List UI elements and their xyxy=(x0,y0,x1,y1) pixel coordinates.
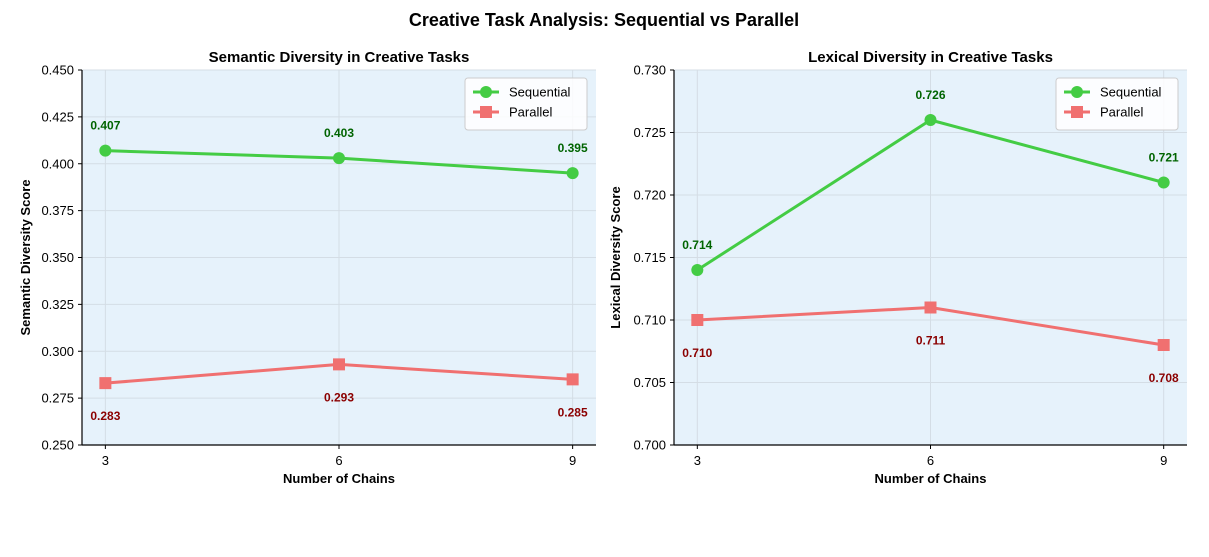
parallel-data-label: 0.293 xyxy=(324,390,354,404)
parallel-data-label: 0.708 xyxy=(1149,371,1179,385)
y-tick-label: 0.720 xyxy=(633,188,666,203)
lexical-diversity-chart: 0.700 0.705 0.710 0.715 0.720 0.725 0.730 3 6 9 Le… xyxy=(608,49,1187,486)
parallel-data-label: 0.285 xyxy=(558,405,588,419)
sequential-point xyxy=(333,152,345,165)
y-tick-label: 0.730 xyxy=(633,63,666,78)
sequential-data-label: 0.714 xyxy=(682,238,712,252)
sequential-data-label: 0.395 xyxy=(558,141,588,155)
parallel-legend-label: Parallel xyxy=(509,105,552,120)
sequential-data-label: 0.407 xyxy=(90,119,120,133)
x-tick-label: 6 xyxy=(335,453,342,468)
y-tick-label: 0.375 xyxy=(41,203,74,218)
parallel-legend-label: Parallel xyxy=(1100,105,1143,120)
y-tick-label: 0.725 xyxy=(633,125,666,140)
sequential-point xyxy=(924,114,937,126)
parallel-data-label: 0.710 xyxy=(682,346,712,360)
y-axis-label: Lexical Diversity Score xyxy=(608,186,623,328)
parallel-point xyxy=(924,301,937,314)
x-axis-label: Number of Chains xyxy=(283,471,395,486)
x-tick-label: 9 xyxy=(1160,453,1167,468)
y-tick-label: 0.715 xyxy=(633,250,666,265)
parallel-point xyxy=(566,373,579,386)
semantic-chart-title: Semantic Diversity in Creative Tasks xyxy=(209,49,470,66)
y-tick-label: 0.710 xyxy=(633,313,666,328)
y-tick-label: 0.300 xyxy=(41,344,74,359)
legend: Sequential Parallel xyxy=(464,77,588,131)
x-tick-label: 6 xyxy=(927,453,934,468)
y-tick-label: 0.350 xyxy=(41,250,74,265)
sequential-legend-marker xyxy=(1071,86,1083,98)
y-tick-label: 0.325 xyxy=(41,297,74,312)
sequential-point xyxy=(691,264,704,276)
sequential-data-label: 0.721 xyxy=(1149,151,1179,165)
y-tick-label: 0.425 xyxy=(41,109,74,124)
parallel-data-label: 0.711 xyxy=(916,334,946,348)
parallel-point xyxy=(99,377,112,390)
x-tick-label: 9 xyxy=(569,453,576,468)
sequential-data-label: 0.726 xyxy=(915,88,945,102)
sequential-data-label: 0.403 xyxy=(324,126,354,140)
sequential-legend-label: Sequential xyxy=(509,85,571,100)
figure-suptitle: Creative Task Analysis: Sequential vs Pa… xyxy=(409,10,799,30)
y-tick-label: 0.705 xyxy=(633,375,666,390)
y-tick-label: 0.275 xyxy=(41,391,74,406)
parallel-data-label: 0.283 xyxy=(90,409,120,423)
x-axis-label: Number of Chains xyxy=(875,471,987,486)
parallel-point xyxy=(691,314,704,326)
sequential-point xyxy=(566,167,579,180)
parallel-legend-marker xyxy=(480,106,492,118)
parallel-point xyxy=(333,358,345,371)
y-tick-label: 0.400 xyxy=(41,156,74,171)
legend: Sequential Parallel xyxy=(1055,77,1179,131)
sequential-point xyxy=(99,144,112,157)
sequential-legend-label: Sequential xyxy=(1100,85,1162,100)
parallel-legend-marker xyxy=(1071,106,1083,118)
sequential-legend-marker xyxy=(480,86,492,98)
y-tick-label: 0.450 xyxy=(41,63,74,78)
y-tick-label: 0.250 xyxy=(41,438,74,453)
y-axis-label: Semantic Diversity Score xyxy=(18,179,33,335)
semantic-diversity-chart: 0.250 0.275 0.300 0.325 0.350 0.375 0.400 0.425… xyxy=(18,49,596,486)
parallel-point xyxy=(1157,339,1170,351)
x-tick-label: 3 xyxy=(694,453,701,468)
x-tick-label: 3 xyxy=(102,453,109,468)
y-tick-label: 0.700 xyxy=(633,438,666,453)
lexical-chart-title: Lexical Diversity in Creative Tasks xyxy=(808,49,1053,66)
sequential-point xyxy=(1157,176,1170,189)
